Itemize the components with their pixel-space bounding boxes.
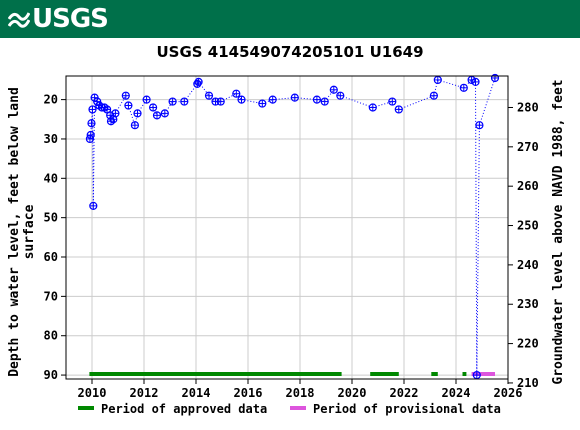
y-right-tick-label: 210: [517, 376, 539, 390]
y-right-axis-ticks: 210 220 230 240 250 260 270 280: [508, 100, 539, 390]
connector-segment: [478, 77, 496, 126]
y-left-tick-label: 30: [44, 132, 58, 146]
connector-segment: [262, 99, 273, 105]
x-tick-label: 2016: [234, 386, 263, 400]
legend: Period of approved data Period of provis…: [78, 402, 501, 416]
y-left-axis-ticks: 20 30 40 50 60 70 80 90: [44, 93, 66, 382]
connector-segment: [134, 113, 138, 126]
connector-segment: [164, 101, 174, 114]
usgs-logo-text: USGS: [32, 4, 109, 34]
x-tick-label: 2010: [78, 386, 107, 400]
y-right-tick-label: 230: [517, 297, 539, 311]
period-bar-approved: [431, 372, 438, 376]
connector-segment: [476, 125, 480, 376]
chart-title: USGS 414549074205101 U1649: [156, 43, 424, 61]
connector-segment: [90, 109, 94, 124]
y-right-tick-label: 260: [517, 179, 539, 193]
plot-frame: [65, 75, 509, 380]
connector-segment: [340, 95, 373, 108]
period-bar-approved: [462, 372, 467, 376]
usgs-banner: USGS: [0, 0, 580, 38]
y-right-tick-label: 280: [517, 100, 539, 114]
y-left-axis-label-line-1: Depth to water level, feet below land: [7, 87, 22, 377]
connector-segment: [92, 109, 94, 206]
period-bar-provisional: [471, 372, 495, 376]
series-connector-lines: [89, 77, 496, 376]
y-right-tick-label: 240: [517, 258, 539, 272]
x-tick-label: 2020: [338, 386, 367, 400]
connector-segment: [324, 89, 335, 102]
y-right-tick-label: 250: [517, 219, 539, 233]
x-tick-label: 2024: [442, 386, 471, 400]
connector-segment: [463, 79, 472, 89]
y-left-tick-label: 50: [44, 211, 58, 225]
connector-segment: [137, 99, 148, 114]
usgs-wave-icon: [8, 12, 30, 28]
y-right-tick-label: 220: [517, 337, 539, 351]
connector-segment: [398, 95, 435, 110]
y-left-tick-label: 40: [44, 171, 58, 185]
x-tick-label: 2026: [494, 386, 523, 400]
y-left-tick-label: 60: [44, 250, 58, 264]
legend-provisional-swatch: [290, 406, 306, 410]
legend-approved-swatch: [78, 406, 94, 410]
y-left-axis-label-line-2: surface: [22, 204, 37, 259]
y-right-tick-label: 270: [517, 140, 539, 154]
y-left-tick-label: 90: [44, 368, 58, 382]
x-tick-label: 2012: [130, 386, 159, 400]
x-tick-label: 2022: [390, 386, 419, 400]
grid-lines: [66, 76, 509, 379]
usgs-logo[interactable]: USGS: [8, 4, 109, 34]
connector-segment: [475, 81, 478, 376]
x-tick-label: 2018: [286, 386, 315, 400]
connector-segment: [92, 97, 96, 206]
period-bar-approved: [370, 372, 399, 376]
legend-provisional-label: Period of provisional data: [313, 402, 501, 416]
data-points: [85, 73, 500, 380]
y-left-tick-label: 20: [44, 93, 58, 107]
x-axis-ticks: 2010 2012 2014 2016 2018 2020 2022 2024 2026: [78, 379, 523, 400]
x-tick-label: 2014: [182, 386, 211, 400]
y-left-tick-label: 70: [44, 289, 58, 303]
period-bars: [89, 372, 495, 376]
legend-approved-label: Period of approved data: [101, 402, 267, 416]
connector-segment: [220, 93, 237, 103]
y-right-axis-label: Groundwater level above NAVD 1988, feet: [551, 79, 566, 384]
y-left-tick-label: 80: [44, 329, 58, 343]
period-bar-approved: [89, 372, 342, 376]
